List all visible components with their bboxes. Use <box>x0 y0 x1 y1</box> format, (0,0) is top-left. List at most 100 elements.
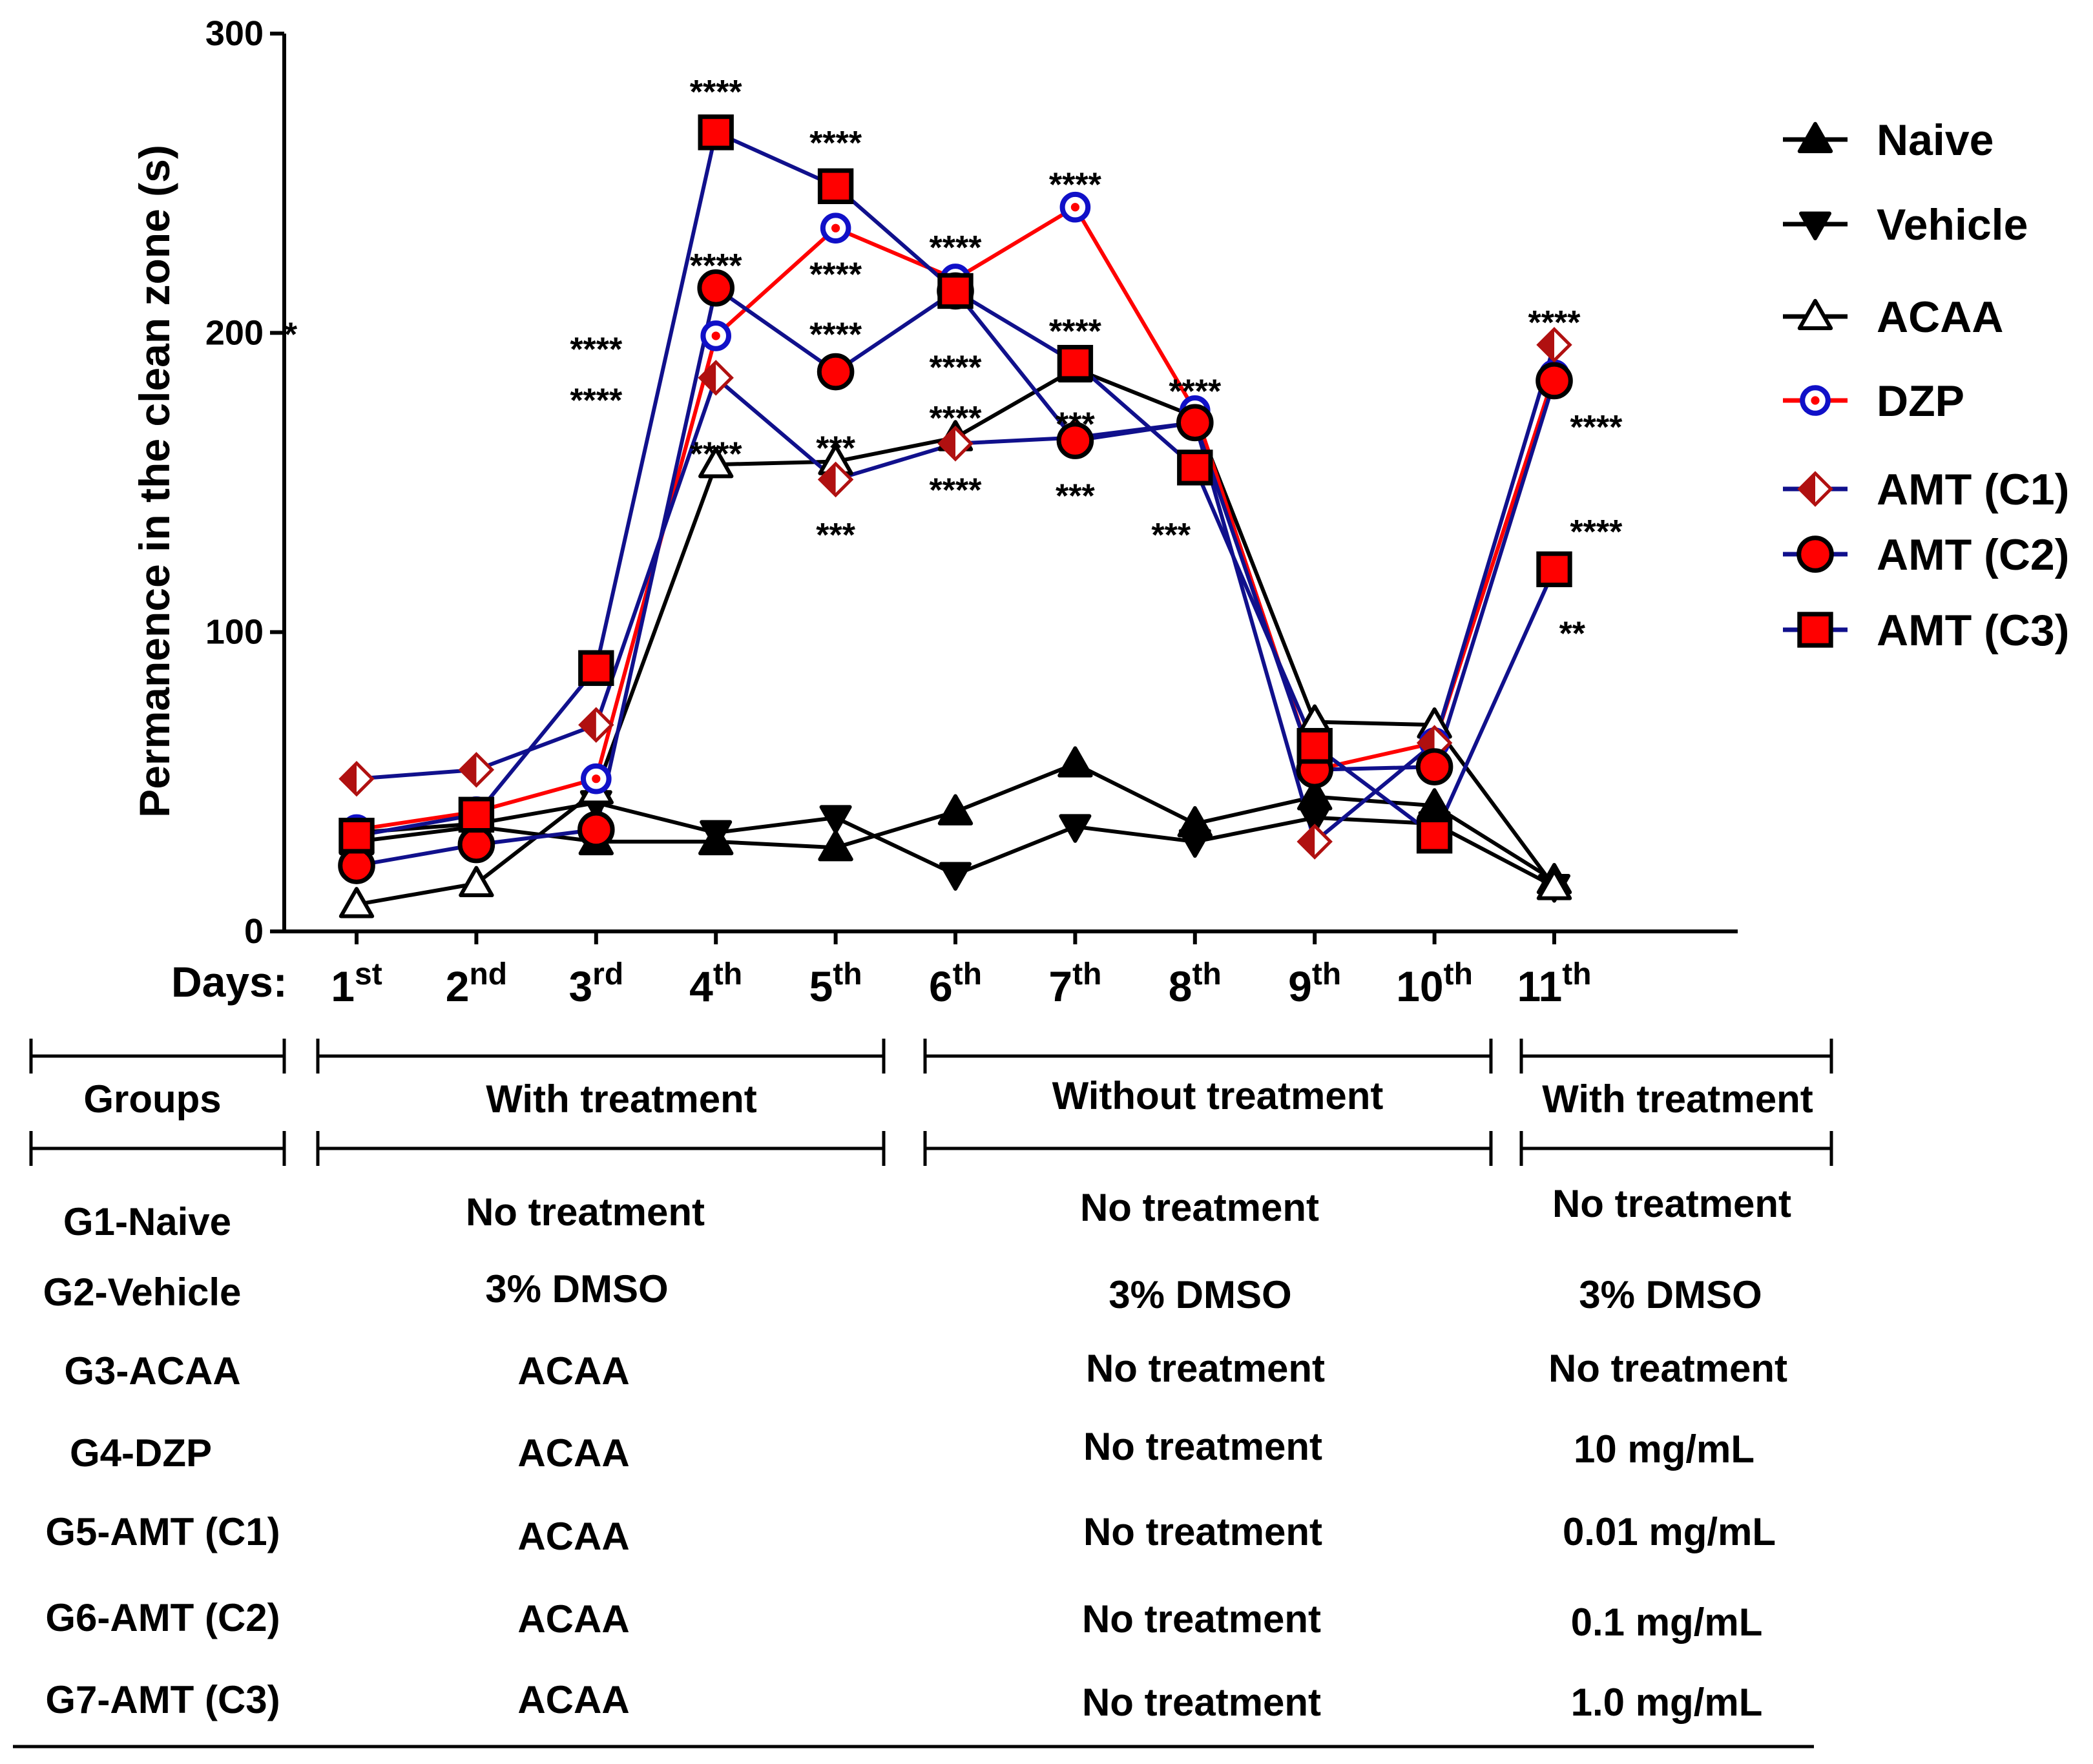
data-point-shape <box>698 447 734 479</box>
data-point-shape <box>458 796 495 833</box>
row-group: G7-AMT (C3) <box>45 1678 280 1721</box>
bracket-period2-top <box>923 1039 1493 1074</box>
data-point-shape <box>578 650 614 686</box>
legend-item: AMT (C3) <box>1783 606 2069 655</box>
data-point-shape <box>819 805 852 834</box>
bracket-period3-bottom <box>1519 1131 1833 1166</box>
x-tick-label: 4th <box>689 957 742 1010</box>
x-tick-label: 1st <box>331 957 382 1010</box>
table-row: G1-Naive No treatment No treatment No tr… <box>63 1182 1791 1243</box>
legend-marker <box>1797 471 1833 507</box>
legend-marker <box>1799 211 1831 240</box>
legend-marker <box>1796 535 1834 573</box>
x-tick-label: 9th <box>1288 957 1341 1010</box>
data-point <box>1057 344 1094 381</box>
y-tick-label: 300 <box>205 14 264 53</box>
significance-label: **** <box>930 400 983 437</box>
significance-label: *** <box>1151 517 1191 554</box>
significance-label: **** <box>930 472 983 509</box>
legend-marker-half <box>1799 473 1815 505</box>
data-point-dot <box>1070 203 1079 212</box>
x-ticks: 1st 2nd 3rd 4th 5th 6th 7th 8th 9th 10th 11th <box>331 931 1592 1010</box>
data-point-shape <box>818 830 853 862</box>
row-period3: 1.0 mg/mL <box>1571 1681 1763 1724</box>
row-period1: No treatment <box>466 1190 705 1234</box>
data-point-shape <box>1057 746 1093 778</box>
data-point-shape <box>1296 728 1333 764</box>
data-point-half <box>461 754 477 785</box>
data-point <box>817 461 854 498</box>
row-period2: No treatment <box>1086 1347 1325 1390</box>
data-point <box>457 825 495 864</box>
significance-label: *** <box>1056 406 1095 443</box>
significance-label: *** <box>816 517 855 554</box>
significance-label: **** <box>809 316 862 353</box>
data-point-shape <box>457 825 495 864</box>
data-point <box>1296 728 1333 764</box>
axes: Permanence in the clean zone (s) Days: <box>130 34 1738 1006</box>
significance-label: **** <box>690 74 743 111</box>
data-point <box>459 866 494 898</box>
y-tick-label: 100 <box>205 613 264 652</box>
row-group: G4-DZP <box>70 1431 212 1475</box>
significance-label: *** <box>1056 478 1095 515</box>
legend-marker-shape <box>1797 612 1833 648</box>
data-point-shape <box>697 269 734 307</box>
significance-label: *** <box>816 430 855 467</box>
significance-label: **** <box>690 436 743 473</box>
legend-marker <box>1797 298 1833 331</box>
data-point-shape <box>338 887 375 918</box>
data-point-shape <box>1298 805 1331 834</box>
data-point <box>698 114 734 150</box>
legend-marker-shape <box>1799 211 1831 240</box>
data-point <box>700 320 731 351</box>
data-point <box>1178 829 1211 858</box>
header-period3: With treatment <box>1542 1077 1813 1121</box>
y-axis-title: Permanence in the clean zone (s) <box>130 145 178 818</box>
x-tick-label: 2nd <box>446 957 507 1010</box>
x-tick-label: 10th <box>1396 957 1473 1010</box>
schedule-table: Groups With treatment Without treatment … <box>13 1039 1833 1748</box>
x-tick-label: 5th <box>809 957 862 1010</box>
data-point-shape <box>1415 748 1453 785</box>
legend-label: AMT (C3) <box>1877 606 2069 655</box>
data-point-shape <box>459 866 494 898</box>
data-point <box>1059 191 1091 223</box>
data-point <box>817 353 855 391</box>
data-point <box>937 426 974 462</box>
data-point <box>819 805 852 834</box>
table-row: G2-Vehicle 3% DMSO 3% DMSO 3% DMSO <box>43 1267 1762 1316</box>
row-group: G1-Naive <box>63 1200 231 1243</box>
data-point-shape <box>939 862 972 891</box>
data-point <box>698 360 734 396</box>
header-period1: With treatment <box>486 1077 756 1121</box>
data-point-shape <box>1536 551 1572 588</box>
table-row: G6-AMT (C2) ACAA No treatment 0.1 mg/mL <box>45 1596 1762 1644</box>
data-point <box>937 273 974 309</box>
data-point-shape <box>937 794 974 825</box>
data-point <box>1296 824 1333 860</box>
row-period3: 0.1 mg/mL <box>1571 1601 1763 1644</box>
row-period2: No treatment <box>1083 1510 1322 1553</box>
row-period2: No treatment <box>1080 1186 1319 1229</box>
data-point-shape <box>1178 829 1211 858</box>
bracket-period1-top <box>316 1039 886 1074</box>
header-period2: Without treatment <box>1052 1074 1384 1117</box>
data-point-shape <box>1416 818 1453 854</box>
row-period1: ACAA <box>517 1349 629 1393</box>
data-point <box>697 269 734 307</box>
data-point-dot <box>831 223 840 233</box>
significance-label: **** <box>1049 313 1102 351</box>
x-axis-title: Days: <box>171 958 287 1006</box>
table-row: G5-AMT (C1) ACAA No treatment 0.01 mg/mL <box>45 1510 1776 1558</box>
data-point-shape <box>817 168 854 205</box>
row-period1: ACAA <box>517 1678 629 1721</box>
significance-label: **** <box>690 247 743 285</box>
row-period2: No treatment <box>1082 1597 1321 1641</box>
data-point-half <box>820 464 836 495</box>
significance-label: **** <box>1570 514 1623 551</box>
data-point-half <box>700 362 716 394</box>
data-point-shape <box>1177 450 1213 486</box>
row-period1: ACAA <box>517 1597 629 1641</box>
